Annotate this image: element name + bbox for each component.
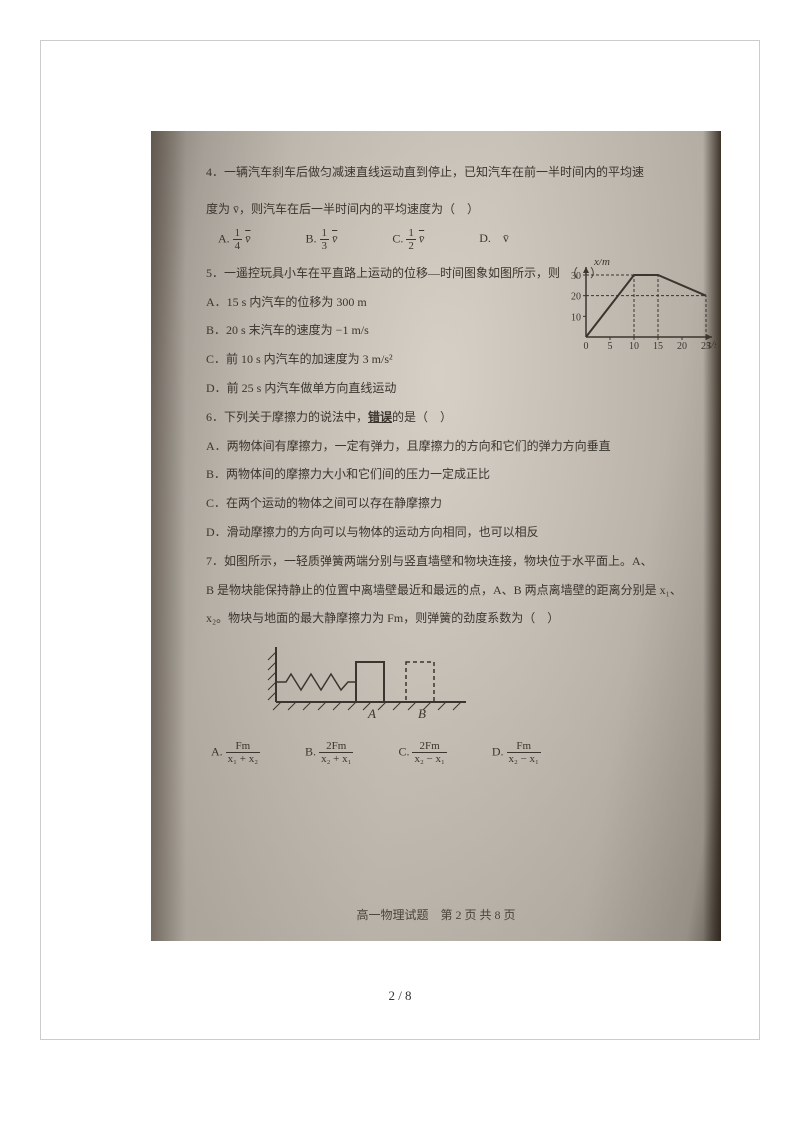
q7-opt-b: B. 2Fmx₂ + x₁ xyxy=(305,740,353,765)
q7-options: A. Fmx₁ + x₂ B. 2Fmx₂ + x₁ C. 2Fmx₂ − x₁… xyxy=(211,740,686,765)
q6-opt-b: B．两物体间的摩擦力大小和它们间的压力一定成正比 xyxy=(206,463,686,486)
exam-footer: 高一物理试题 第 2 页 共 8 页 xyxy=(151,906,721,923)
page-frame: 4．一辆汽车刹车后做匀减速直线运动直到停止，已知汽车在前一半时间内的平均速 度为… xyxy=(40,40,760,1040)
q5-opt-d: D．前 25 s 内汽车做单方向直线运动 xyxy=(206,377,686,400)
svg-text:0: 0 xyxy=(584,341,589,352)
q4-line1: 4．一辆汽车刹车后做匀减速直线运动直到停止，已知汽车在前一半时间内的平均速 xyxy=(206,161,686,184)
q4-line2: 度为 v̄，则汽车在后一半时间内的平均速度为（ ） xyxy=(206,198,686,221)
label-b: B xyxy=(418,706,426,721)
q7-opt-a: A. Fmx₁ + x₂ xyxy=(211,740,260,765)
shadow-right xyxy=(703,131,721,941)
exam-photo: 4．一辆汽车刹车后做匀减速直线运动直到停止，已知汽车在前一半时间内的平均速 度为… xyxy=(151,131,721,941)
svg-text:15: 15 xyxy=(653,341,663,352)
q4-opt-a: A. 14 v̄ xyxy=(218,227,251,252)
svg-text:x/m: x/m xyxy=(593,259,610,268)
q4-opt-d: D. v̄ xyxy=(479,227,509,252)
q7-diagram: A B xyxy=(256,642,486,722)
page-number: 2 / 8 xyxy=(41,988,759,1004)
svg-text:20: 20 xyxy=(677,341,687,352)
q6-opt-d: D．滑动摩擦力的方向可以与物体的运动方向相同，也可以相反 xyxy=(206,521,686,544)
q7-opt-d: D. Fmx₂ − x₁ xyxy=(492,740,541,765)
q6-opt-c: C．在两个运动的物体之间可以存在静摩擦力 xyxy=(206,492,686,515)
q7-opt-c: C. 2Fmx₂ − x₁ xyxy=(398,740,446,765)
q4-options: A. 14 v̄ B. 13 v̄ C. 12 v̄ D. v̄ xyxy=(218,227,686,252)
svg-text:30: 30 xyxy=(571,271,581,282)
svg-text:25: 25 xyxy=(701,341,711,352)
svg-text:10: 10 xyxy=(629,341,639,352)
q7-line1: 7．如图所示，一轻质弹簧两端分别与竖直墙壁和物块连接，物块位于水平面上。A、 xyxy=(206,550,686,573)
q4-opt-b: B. 13 v̄ xyxy=(306,227,338,252)
shadow-left xyxy=(151,131,186,941)
q6-opt-a: A．两物体间有摩擦力，一定有弹力，且摩擦力的方向和它们的弹力方向垂直 xyxy=(206,435,686,458)
q5-graph: x/mt/s1020300510152025 xyxy=(561,259,716,354)
q7-line2: B 是物块能保持静止的位置中离墙壁最近和最远的点，A、B 两点离墙壁的距离分别是… xyxy=(206,579,686,602)
exam-content: 4．一辆汽车刹车后做匀减速直线运动直到停止，已知汽车在前一半时间内的平均速 度为… xyxy=(206,161,686,775)
q4-opt-c: C. 12 v̄ xyxy=(392,227,424,252)
q6-text: 6．下列关于摩擦力的说法中，错误的是（ ） xyxy=(206,406,686,429)
svg-text:10: 10 xyxy=(571,312,581,323)
svg-text:20: 20 xyxy=(571,292,581,303)
label-a: A xyxy=(367,706,376,721)
svg-text:5: 5 xyxy=(608,341,613,352)
q7-line3: x₂。物块与地面的最大静摩擦力为 Fm，则弹簧的劲度系数为（ ） xyxy=(206,607,686,630)
